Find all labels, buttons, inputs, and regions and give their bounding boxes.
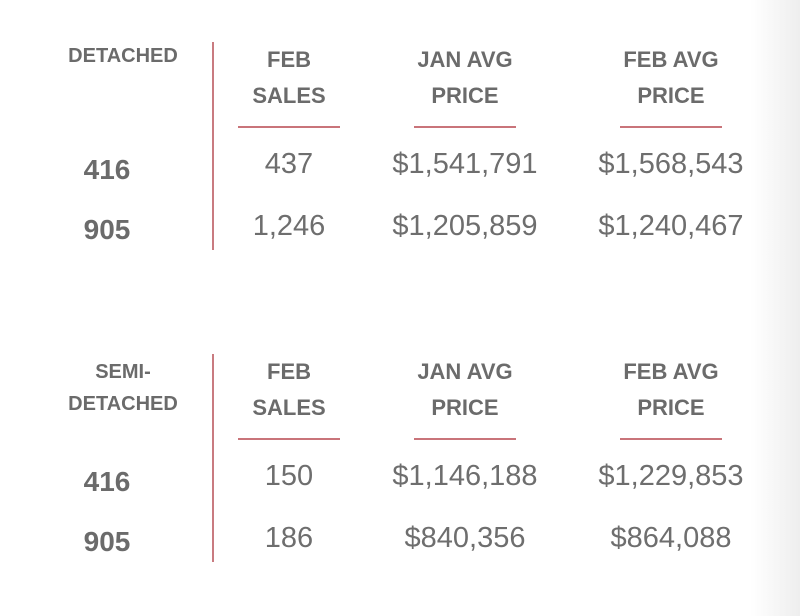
col-head-line: PRICE bbox=[637, 395, 705, 420]
col-head-line: FEB bbox=[267, 47, 311, 72]
jan-avg-price-value: $1,146,188 bbox=[392, 460, 538, 492]
section-type-label: SEMI- DETACHED bbox=[52, 356, 194, 420]
jan-avg-price-value: $1,541,791 bbox=[392, 148, 538, 180]
header-underline bbox=[238, 126, 340, 128]
feb-sales-value: 150 bbox=[264, 460, 314, 492]
header-underline bbox=[238, 438, 340, 440]
col-head-jan-avg-price: JAN AVG PRICE bbox=[390, 354, 540, 440]
jan-avg-price-value: $1,205,859 bbox=[392, 210, 538, 242]
divider-line bbox=[212, 354, 214, 562]
area-code: 905 bbox=[83, 526, 131, 557]
header-underline bbox=[620, 438, 722, 440]
header-underline bbox=[414, 438, 516, 440]
col-head-feb-avg-price: FEB AVG PRICE bbox=[594, 42, 748, 128]
detached-section: DETACHED FEB SALES JAN AVG PRICE FEB AVG… bbox=[0, 38, 800, 268]
page-edge-shadow bbox=[750, 0, 800, 616]
feb-sales-value: 437 bbox=[264, 148, 314, 180]
feb-sales-value: 186 bbox=[264, 522, 314, 554]
divider-line bbox=[212, 42, 214, 250]
col-head-feb-sales: FEB SALES bbox=[228, 42, 350, 128]
area-code: 416 bbox=[83, 154, 131, 185]
section-type-label: DETACHED bbox=[52, 40, 194, 72]
col-head-feb-avg-price: FEB AVG PRICE bbox=[594, 354, 748, 440]
area-code: 416 bbox=[83, 466, 131, 497]
col-head-jan-avg-price: JAN AVG PRICE bbox=[390, 42, 540, 128]
col-head-line: SALES bbox=[252, 83, 326, 108]
col-head-line: PRICE bbox=[431, 395, 499, 420]
header-underline bbox=[414, 126, 516, 128]
type-line: SEMI- bbox=[95, 361, 151, 383]
feb-avg-price-value: $1,240,467 bbox=[598, 210, 744, 242]
feb-avg-price-value: $1,568,543 bbox=[598, 148, 744, 180]
jan-avg-price-value: $840,356 bbox=[404, 522, 526, 554]
col-head-line: PRICE bbox=[637, 83, 705, 108]
col-head-line: SALES bbox=[252, 395, 326, 420]
col-head-line: JAN AVG bbox=[417, 359, 513, 384]
header-underline bbox=[620, 126, 722, 128]
col-head-feb-sales: FEB SALES bbox=[228, 354, 350, 440]
type-line: DETACHED bbox=[68, 45, 178, 67]
col-head-line: PRICE bbox=[431, 83, 499, 108]
col-head-line: JAN AVG bbox=[417, 47, 513, 72]
feb-avg-price-value: $1,229,853 bbox=[598, 460, 744, 492]
feb-sales-value: 1,246 bbox=[252, 210, 326, 242]
col-head-line: FEB bbox=[267, 359, 311, 384]
feb-avg-price-value: $864,088 bbox=[610, 522, 732, 554]
type-line: DETACHED bbox=[68, 393, 178, 415]
area-code: 905 bbox=[83, 214, 131, 245]
semi-detached-section: SEMI- DETACHED FEB SALES JAN AVG PRICE F… bbox=[0, 350, 800, 580]
col-head-line: FEB AVG bbox=[623, 359, 719, 384]
col-head-line: FEB AVG bbox=[623, 47, 719, 72]
